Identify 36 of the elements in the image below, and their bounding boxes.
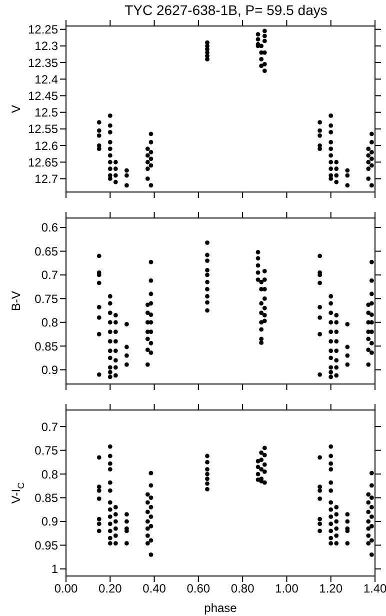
- y-tick-label: 0.8: [41, 467, 58, 482]
- x-tick-label: 0.80: [230, 582, 255, 596]
- y-tick-label: 12.5: [34, 106, 58, 120]
- y-tick-label: 0.95: [34, 538, 58, 552]
- y-axis-title: V: [9, 104, 23, 114]
- y-tick-label: 12.35: [28, 56, 58, 70]
- y-tick-label: 0.75: [34, 292, 58, 306]
- y-tick-label: 0.65: [34, 244, 58, 258]
- y-tick-label: 12.7: [34, 172, 58, 186]
- y-axis-title: B-V: [9, 290, 23, 312]
- y-tick-label: 0.7: [41, 420, 58, 434]
- x-tick-label: 1.20: [319, 582, 343, 596]
- y-tick-label: 0.9: [41, 363, 58, 378]
- y-tick-label: 0.85: [34, 491, 58, 506]
- y-tick-label: 1: [51, 562, 58, 576]
- x-tick-label: 1.00: [275, 582, 299, 596]
- y-tick-label: 0.85: [34, 339, 58, 354]
- x-tick-label: 0.40: [142, 582, 166, 596]
- y-tick-label: 12.45: [28, 88, 58, 103]
- x-axis-title: phase: [204, 601, 238, 615]
- y-tick-label: 12.4: [34, 72, 58, 86]
- y-tick-label: 0.75: [34, 444, 58, 458]
- x-tick-label: 0.60: [186, 582, 210, 596]
- y-tick-label: 12.3: [34, 39, 58, 54]
- y-tick-label: 12.25: [28, 22, 58, 37]
- x-tick-label: 0.00: [54, 582, 78, 596]
- y-tick-label: 0.9: [41, 514, 58, 529]
- y-tick-label: 12.6: [34, 138, 58, 153]
- y-tick-label: 12.65: [28, 155, 58, 170]
- y-tick-label: 0.7: [41, 268, 58, 282]
- chart-title: TYC 2627-638-1B, P= 59.5 days: [124, 2, 328, 18]
- x-tick-label: 0.20: [98, 582, 122, 596]
- x-tick-label: 1.40: [363, 582, 386, 596]
- y-tick-label: 0.8: [41, 316, 58, 330]
- y-tick-label: 12.55: [28, 122, 58, 136]
- y-tick-label: 0.6: [41, 220, 58, 235]
